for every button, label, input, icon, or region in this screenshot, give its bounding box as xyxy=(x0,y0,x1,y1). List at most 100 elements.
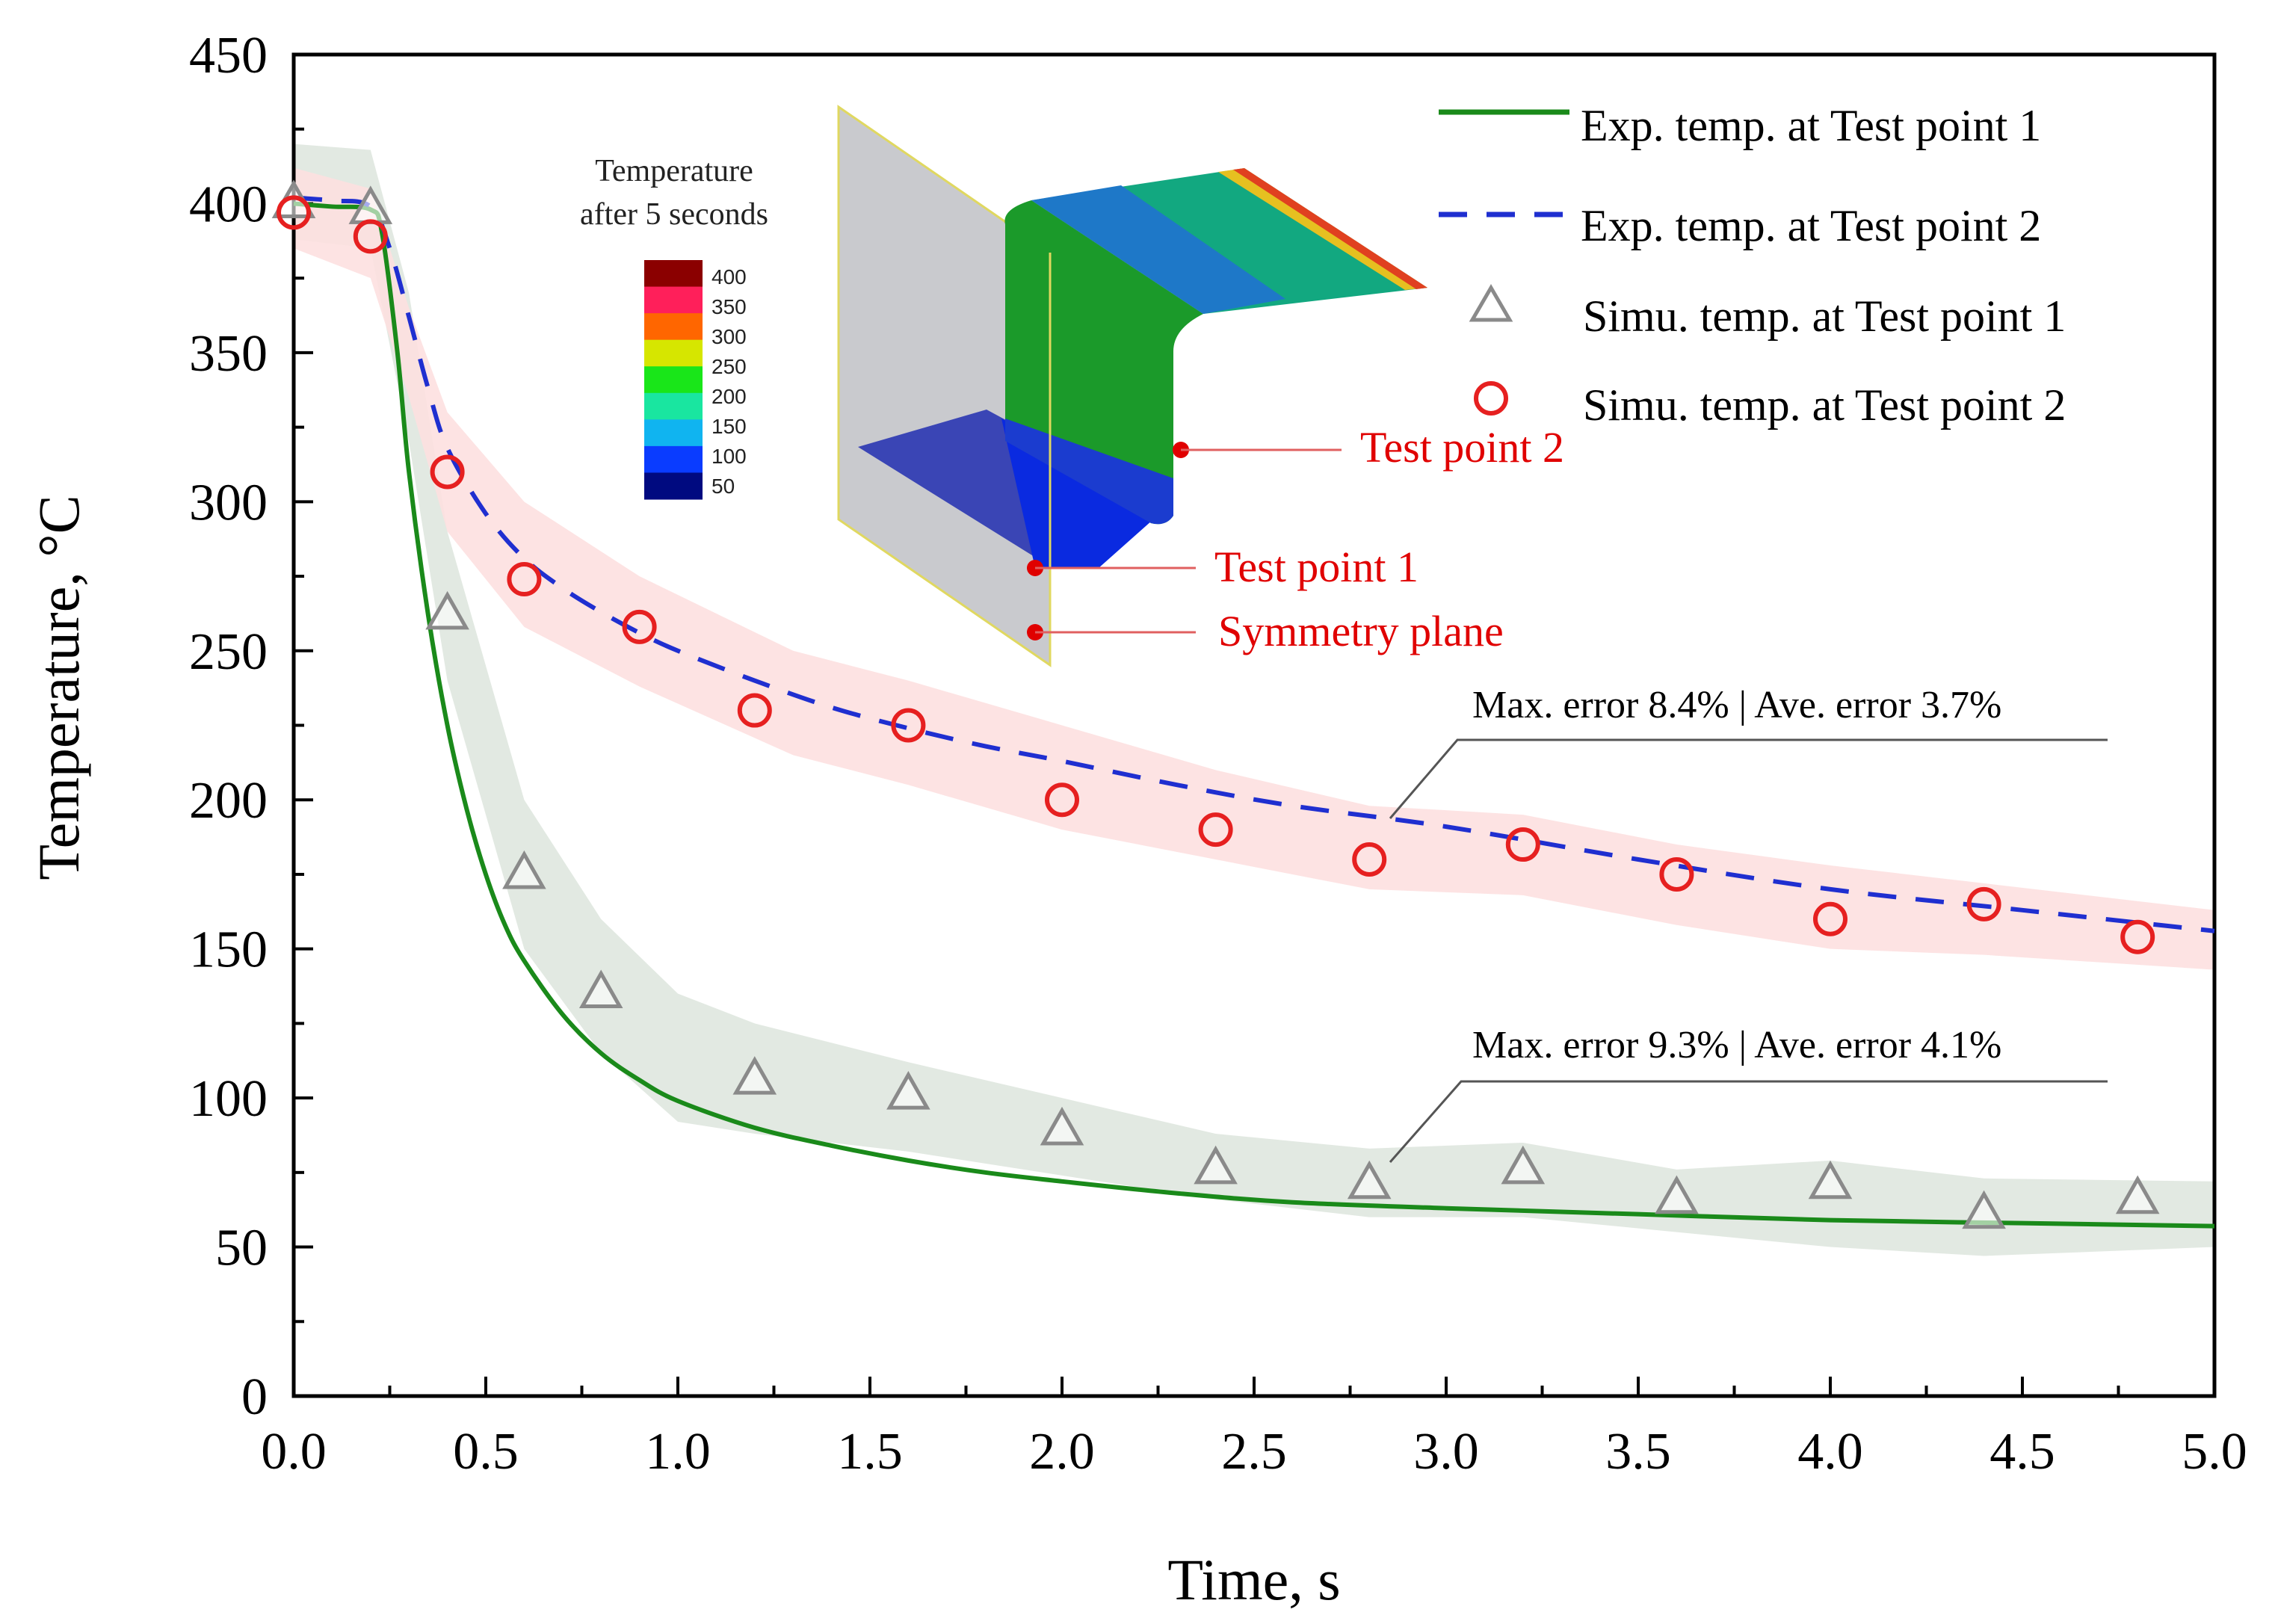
colorbar-level-label: 150 xyxy=(711,415,747,438)
sim-tp1-marker xyxy=(1040,1106,1084,1146)
sim-tp2-marker xyxy=(1352,842,1387,877)
colorbar-cells xyxy=(644,260,703,500)
sim-tp1-marker xyxy=(425,590,469,630)
sim-tp2-marker xyxy=(737,693,772,728)
x-tick-label: 3.0 xyxy=(1413,1423,1479,1481)
y-tick-label: 150 xyxy=(189,921,268,979)
colorbar-cell xyxy=(644,286,703,314)
y-tick-label: 200 xyxy=(189,772,268,830)
colorbar-level-label: 250 xyxy=(711,355,747,378)
sim-tp2-marker xyxy=(430,454,465,490)
colorbar-cell xyxy=(644,445,703,473)
annotation-leader-tp1 xyxy=(1389,1080,2108,1163)
sim-tp2-marker xyxy=(1813,901,1847,936)
x-axis-title: Time, s xyxy=(1167,1547,1340,1612)
x-tick-label: 2.0 xyxy=(1029,1423,1095,1481)
sim-tp2-marker xyxy=(891,708,926,743)
colorbar-cell xyxy=(644,260,703,288)
sim-tp1-marker xyxy=(502,850,546,889)
legend-label-exp1: Exp. temp. at Test point 1 xyxy=(1581,101,2041,150)
x-tick-label: 4.0 xyxy=(1797,1423,1863,1481)
series-line-exp-tp1 xyxy=(293,201,2215,1229)
sim-tp1-marker xyxy=(578,969,623,1008)
x-tick-label: 0.5 xyxy=(453,1423,519,1481)
colorbar-cell xyxy=(644,339,703,367)
sim-tp1-marker xyxy=(2115,1175,2160,1214)
colorbar-level-label: 400 xyxy=(711,265,747,288)
sim-tp2-marker xyxy=(353,219,388,254)
y-tick-label: 350 xyxy=(189,325,268,383)
annotation-error-tp1: Max. error 9.3% | Ave. error 4.1% xyxy=(1389,1024,2108,1163)
sim-tp1-marker xyxy=(1194,1145,1238,1185)
series-markers xyxy=(271,179,2160,1229)
colorbar-level-label: 350 xyxy=(711,295,747,318)
error-bands xyxy=(294,143,2214,1256)
top-flange-hot xyxy=(1233,168,1427,289)
legend: Exp. temp. at Test point 1 Exp. temp. at… xyxy=(1439,101,2066,430)
top-flange-cool xyxy=(1031,185,1285,314)
sim-tp1-marker xyxy=(1962,1190,2006,1229)
x-tick-label: 0.0 xyxy=(261,1423,327,1481)
sim-tp1-marker xyxy=(1808,1160,1853,1200)
x-tick-label: 4.5 xyxy=(1989,1423,2055,1481)
annotation-text-tp2: Max. error 8.4% | Ave. error 3.7% xyxy=(1472,684,2001,726)
y-tick-label: 450 xyxy=(189,27,268,84)
series-lines xyxy=(293,195,2215,1229)
x-tick-label: 1.0 xyxy=(645,1423,711,1481)
legend-swatch-sim2 xyxy=(1474,381,1508,416)
legend-swatch-sim1 xyxy=(1469,284,1513,322)
sim-tp1-marker xyxy=(1501,1145,1546,1185)
sim-tp1-marker xyxy=(1655,1175,1699,1214)
colorbar-title-line2: after 5 seconds xyxy=(580,197,768,232)
sim-tp2-marker xyxy=(1659,856,1694,892)
colorbar-cell xyxy=(644,366,703,394)
sim-tp1-marker xyxy=(886,1071,930,1110)
colorbar-title-line1: Temperature xyxy=(595,154,753,188)
inset-callouts: Test point 2 Test point 1 Symmetry plane xyxy=(1027,423,1564,655)
sim-tp2-marker xyxy=(1045,782,1079,818)
y-axis-title: Temperature, °C xyxy=(26,495,91,880)
colorbar-labels: 400 350 300 250 200 150 100 50 xyxy=(711,265,747,498)
inset-3d-part xyxy=(837,105,1427,667)
annotation-text-tp1: Max. error 9.3% | Ave. error 4.1% xyxy=(1472,1024,2001,1066)
colorbar-level-label: 100 xyxy=(711,445,747,468)
y-tick-label: 100 xyxy=(189,1070,268,1128)
sim-tp2-marker xyxy=(2120,919,2155,954)
x-tick-label: 2.5 xyxy=(1221,1423,1287,1481)
sim-tp2-marker xyxy=(277,195,311,230)
colorbar-cell xyxy=(644,419,703,447)
test-point-2-label: Test point 2 xyxy=(1360,423,1564,472)
sim-tp1-marker xyxy=(1347,1160,1392,1200)
series-line-exp-tp2 xyxy=(293,195,2215,933)
colorbar-cell xyxy=(644,392,703,420)
symmetry-plane-label: Symmetry plane xyxy=(1218,607,1504,655)
colorbar-level-label: 300 xyxy=(711,325,747,348)
y-tick-label: 50 xyxy=(215,1220,268,1277)
sim-tp1-marker xyxy=(732,1056,777,1095)
colorbar-level-label: 200 xyxy=(711,385,747,408)
test-point-1-label: Test point 1 xyxy=(1214,543,1419,591)
y-tick-label: 300 xyxy=(189,474,268,531)
axis-ticks: 0.0 0.5 1.0 1.5 2.0 2.5 3.0 3.5 4.0 4.5 5.0 0 50 100 1… xyxy=(189,27,2247,1481)
sim-tp2-marker xyxy=(1198,812,1233,847)
sim-tp2-marker xyxy=(1966,886,2001,921)
legend-label-sim2: Simu. temp. at Test point 2 xyxy=(1583,380,2066,430)
sim-tp2-marker xyxy=(507,562,542,597)
error-band-2 xyxy=(294,167,2214,970)
annotation-leader-tp2 xyxy=(1389,738,2108,819)
x-tick-label: 3.5 xyxy=(1605,1423,1671,1481)
x-tick-label: 1.5 xyxy=(837,1423,903,1481)
y-tick-label: 0 xyxy=(241,1368,268,1426)
colorbar-cell xyxy=(644,313,703,341)
colorbar-cell xyxy=(644,472,703,500)
annotation-error-tp2: Max. error 8.4% | Ave. error 3.7% xyxy=(1389,684,2108,819)
colorbar-level-label: 50 xyxy=(711,475,735,498)
y-tick-label: 250 xyxy=(189,623,268,681)
legend-label-sim1: Simu. temp. at Test point 1 xyxy=(1583,291,2066,341)
y-tick-label: 400 xyxy=(189,176,268,233)
inset-colorbar: Temperature after 5 seconds 400 350 300 250… xyxy=(580,154,768,500)
sim-tp2-marker xyxy=(1505,827,1540,862)
sim-tp2-marker xyxy=(622,609,657,644)
vertical-web-lower xyxy=(1005,419,1173,525)
